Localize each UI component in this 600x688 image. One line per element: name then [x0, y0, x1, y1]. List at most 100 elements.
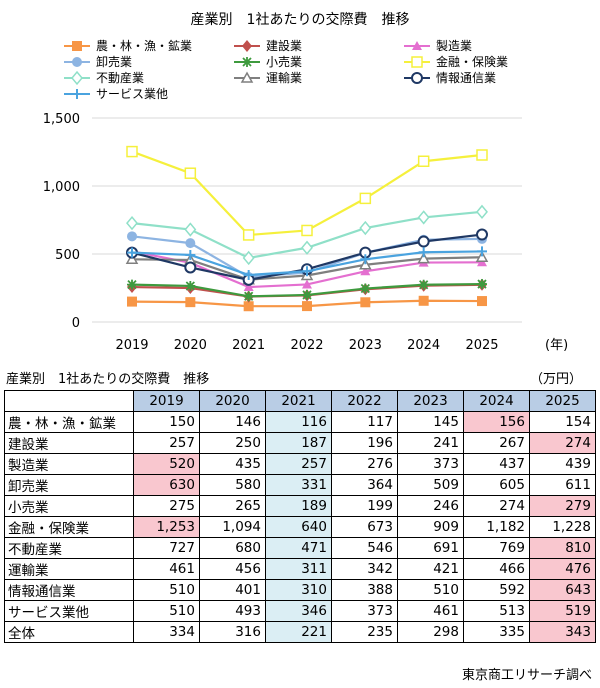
data-point — [243, 301, 254, 312]
table-row-label: 不動産業 — [4, 537, 134, 559]
data-point — [185, 280, 196, 291]
legend-label: 情報通信業 — [436, 71, 496, 85]
data-point — [127, 247, 137, 258]
source-credit: 東京商工リサーチ調べ — [461, 668, 592, 683]
table-cell: 156 — [463, 411, 530, 433]
data-point — [302, 279, 312, 289]
series-5 — [127, 279, 487, 302]
table-year-header: 2019 — [133, 390, 200, 412]
legend-label: 金融・保険業 — [436, 54, 508, 69]
table-cell: 316 — [199, 621, 266, 643]
table-cell: 1,228 — [529, 516, 596, 538]
table-cell: 493 — [199, 600, 266, 622]
table-cell: 346 — [265, 600, 332, 622]
legend-marker — [72, 41, 82, 51]
table-header-row: 2019 2020 2021 2022 2023 2024 2025 — [4, 390, 596, 412]
table-cell: 605 — [463, 474, 530, 496]
table-row-label: 全体 — [4, 621, 134, 643]
table-cell: 727 — [133, 537, 200, 559]
data-point — [242, 250, 255, 266]
table-row-label: 農・林・漁・鉱業 — [4, 411, 134, 433]
table-cell: 1,253 — [133, 516, 200, 538]
table-cell: 439 — [529, 453, 596, 475]
data-point — [185, 249, 196, 260]
table-cell: 265 — [199, 495, 266, 517]
table-row: 農・林・漁・鉱業 150 146 116 117 145 156 154 — [4, 411, 596, 433]
legend-item: 小売業 — [234, 54, 302, 69]
table-cell: 592 — [463, 579, 530, 601]
x-tick-label: 2019 — [115, 338, 148, 353]
table-row: 建設業 257 250 187 196 241 267 274 — [4, 432, 596, 454]
data-point — [476, 228, 488, 241]
table-body: 農・林・漁・鉱業 150 146 116 117 145 156 154 建設業 257 250 18… — [4, 411, 596, 643]
data-point — [126, 215, 138, 231]
data-point — [302, 301, 312, 312]
data-point — [184, 261, 197, 274]
x-tick-label: 2021 — [232, 338, 265, 353]
table-cell: 520 — [133, 453, 200, 475]
table-cell: 116 — [265, 411, 332, 433]
table-cell: 510 — [133, 579, 200, 601]
y-axis-ticks: 0 500 1,000 1,500 — [43, 112, 80, 331]
table-cell: 630 — [133, 474, 200, 496]
data-point — [477, 246, 487, 257]
table-cell: 471 — [265, 537, 332, 559]
data-point — [242, 229, 255, 241]
legend-label: 卸売業 — [96, 54, 132, 69]
legend-label: 不動産業 — [96, 70, 144, 85]
data-point — [243, 269, 254, 280]
table-cell: 810 — [529, 537, 596, 559]
legend-item: 運輸業 — [234, 70, 302, 85]
data-point — [127, 231, 137, 242]
series-10 — [127, 246, 487, 280]
data-point — [418, 279, 429, 290]
data-point — [417, 235, 430, 248]
table-year-header: 2021 — [265, 390, 332, 412]
table-unit: （万円） — [530, 372, 583, 387]
chart-series — [125, 145, 489, 312]
table-cell: 276 — [331, 453, 398, 475]
data-point — [184, 222, 197, 237]
table-cell: 364 — [331, 474, 398, 496]
table-cell: 274 — [463, 495, 530, 517]
table-row-label: 卸売業 — [4, 474, 134, 496]
table-cell: 334 — [133, 621, 200, 643]
chart-title: 産業別 1社あたりの交際費 推移 — [191, 11, 410, 28]
data-point — [417, 210, 430, 225]
data-point — [243, 291, 254, 302]
legend-marker — [411, 72, 423, 84]
table-cell: 117 — [331, 411, 398, 433]
table-cell: 466 — [463, 558, 530, 580]
table-row: 金融・保険業 1,253 1,094 640 673 909 1,182 1,228 — [4, 516, 596, 538]
data-point — [243, 282, 254, 292]
legend-item: 情報通信業 — [404, 71, 496, 85]
legend-marker — [242, 40, 252, 52]
legend-item: 製造業 — [404, 39, 472, 53]
data-point — [359, 220, 372, 236]
table-row: 運輸業 461 456 311 342 421 466 476 — [4, 558, 596, 580]
table-cell: 342 — [331, 558, 398, 580]
data-point — [301, 240, 313, 255]
data-point — [126, 145, 138, 158]
table-cell: 373 — [397, 453, 464, 475]
y-tick-label: 500 — [55, 248, 80, 263]
table-cell: 189 — [265, 495, 332, 517]
legend-item: 建設業 — [234, 38, 302, 53]
table-cell: 298 — [397, 621, 464, 643]
table-cell: 257 — [265, 453, 332, 475]
y-tick-label: 0 — [72, 316, 80, 331]
table-cell: 279 — [529, 495, 596, 517]
table-row-label: 運輸業 — [4, 558, 134, 580]
table-cell: 187 — [265, 432, 332, 454]
table-year-header: 2020 — [199, 390, 266, 412]
data-point — [417, 252, 430, 264]
legend-item: 卸売業 — [64, 54, 132, 69]
legend-marker — [412, 41, 422, 50]
legend-label: 建設業 — [266, 38, 302, 53]
table-cell: 580 — [199, 474, 266, 496]
table-year-header: 2022 — [331, 390, 398, 412]
table-cell: 510 — [397, 579, 464, 601]
table-row: 製造業 520 435 257 276 373 437 439 — [4, 453, 596, 475]
series-7 — [126, 204, 488, 266]
